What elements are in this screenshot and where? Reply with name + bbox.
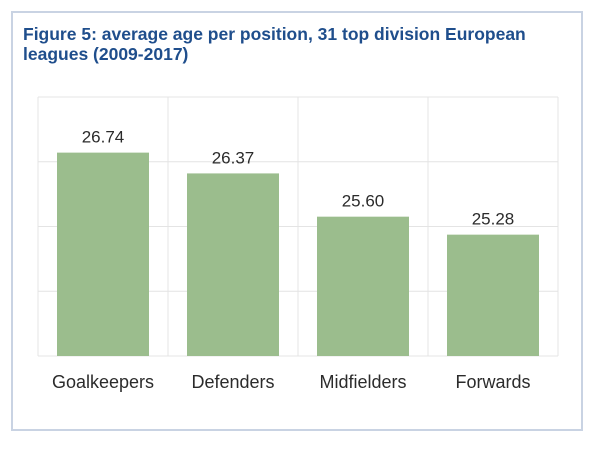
category-labels: Goalkeepers Defenders Midfielders Forwards (52, 372, 531, 392)
category-label: Defenders (191, 372, 274, 392)
data-label: 25.60 (342, 192, 385, 211)
bar-defenders (187, 173, 279, 356)
data-label: 25.28 (472, 210, 515, 229)
bars (57, 152, 539, 356)
data-labels: 26.74 26.37 25.60 25.28 (82, 128, 515, 229)
category-label: Goalkeepers (52, 372, 154, 392)
category-label: Midfielders (319, 372, 406, 392)
data-label: 26.37 (212, 148, 255, 167)
category-label: Forwards (455, 372, 530, 392)
bar-forwards (447, 234, 539, 356)
bar-goalkeepers (57, 152, 149, 356)
bar-midfielders (317, 216, 409, 356)
chart-title: Figure 5: average age per position, 31 t… (23, 24, 526, 64)
data-label: 26.74 (82, 128, 125, 147)
